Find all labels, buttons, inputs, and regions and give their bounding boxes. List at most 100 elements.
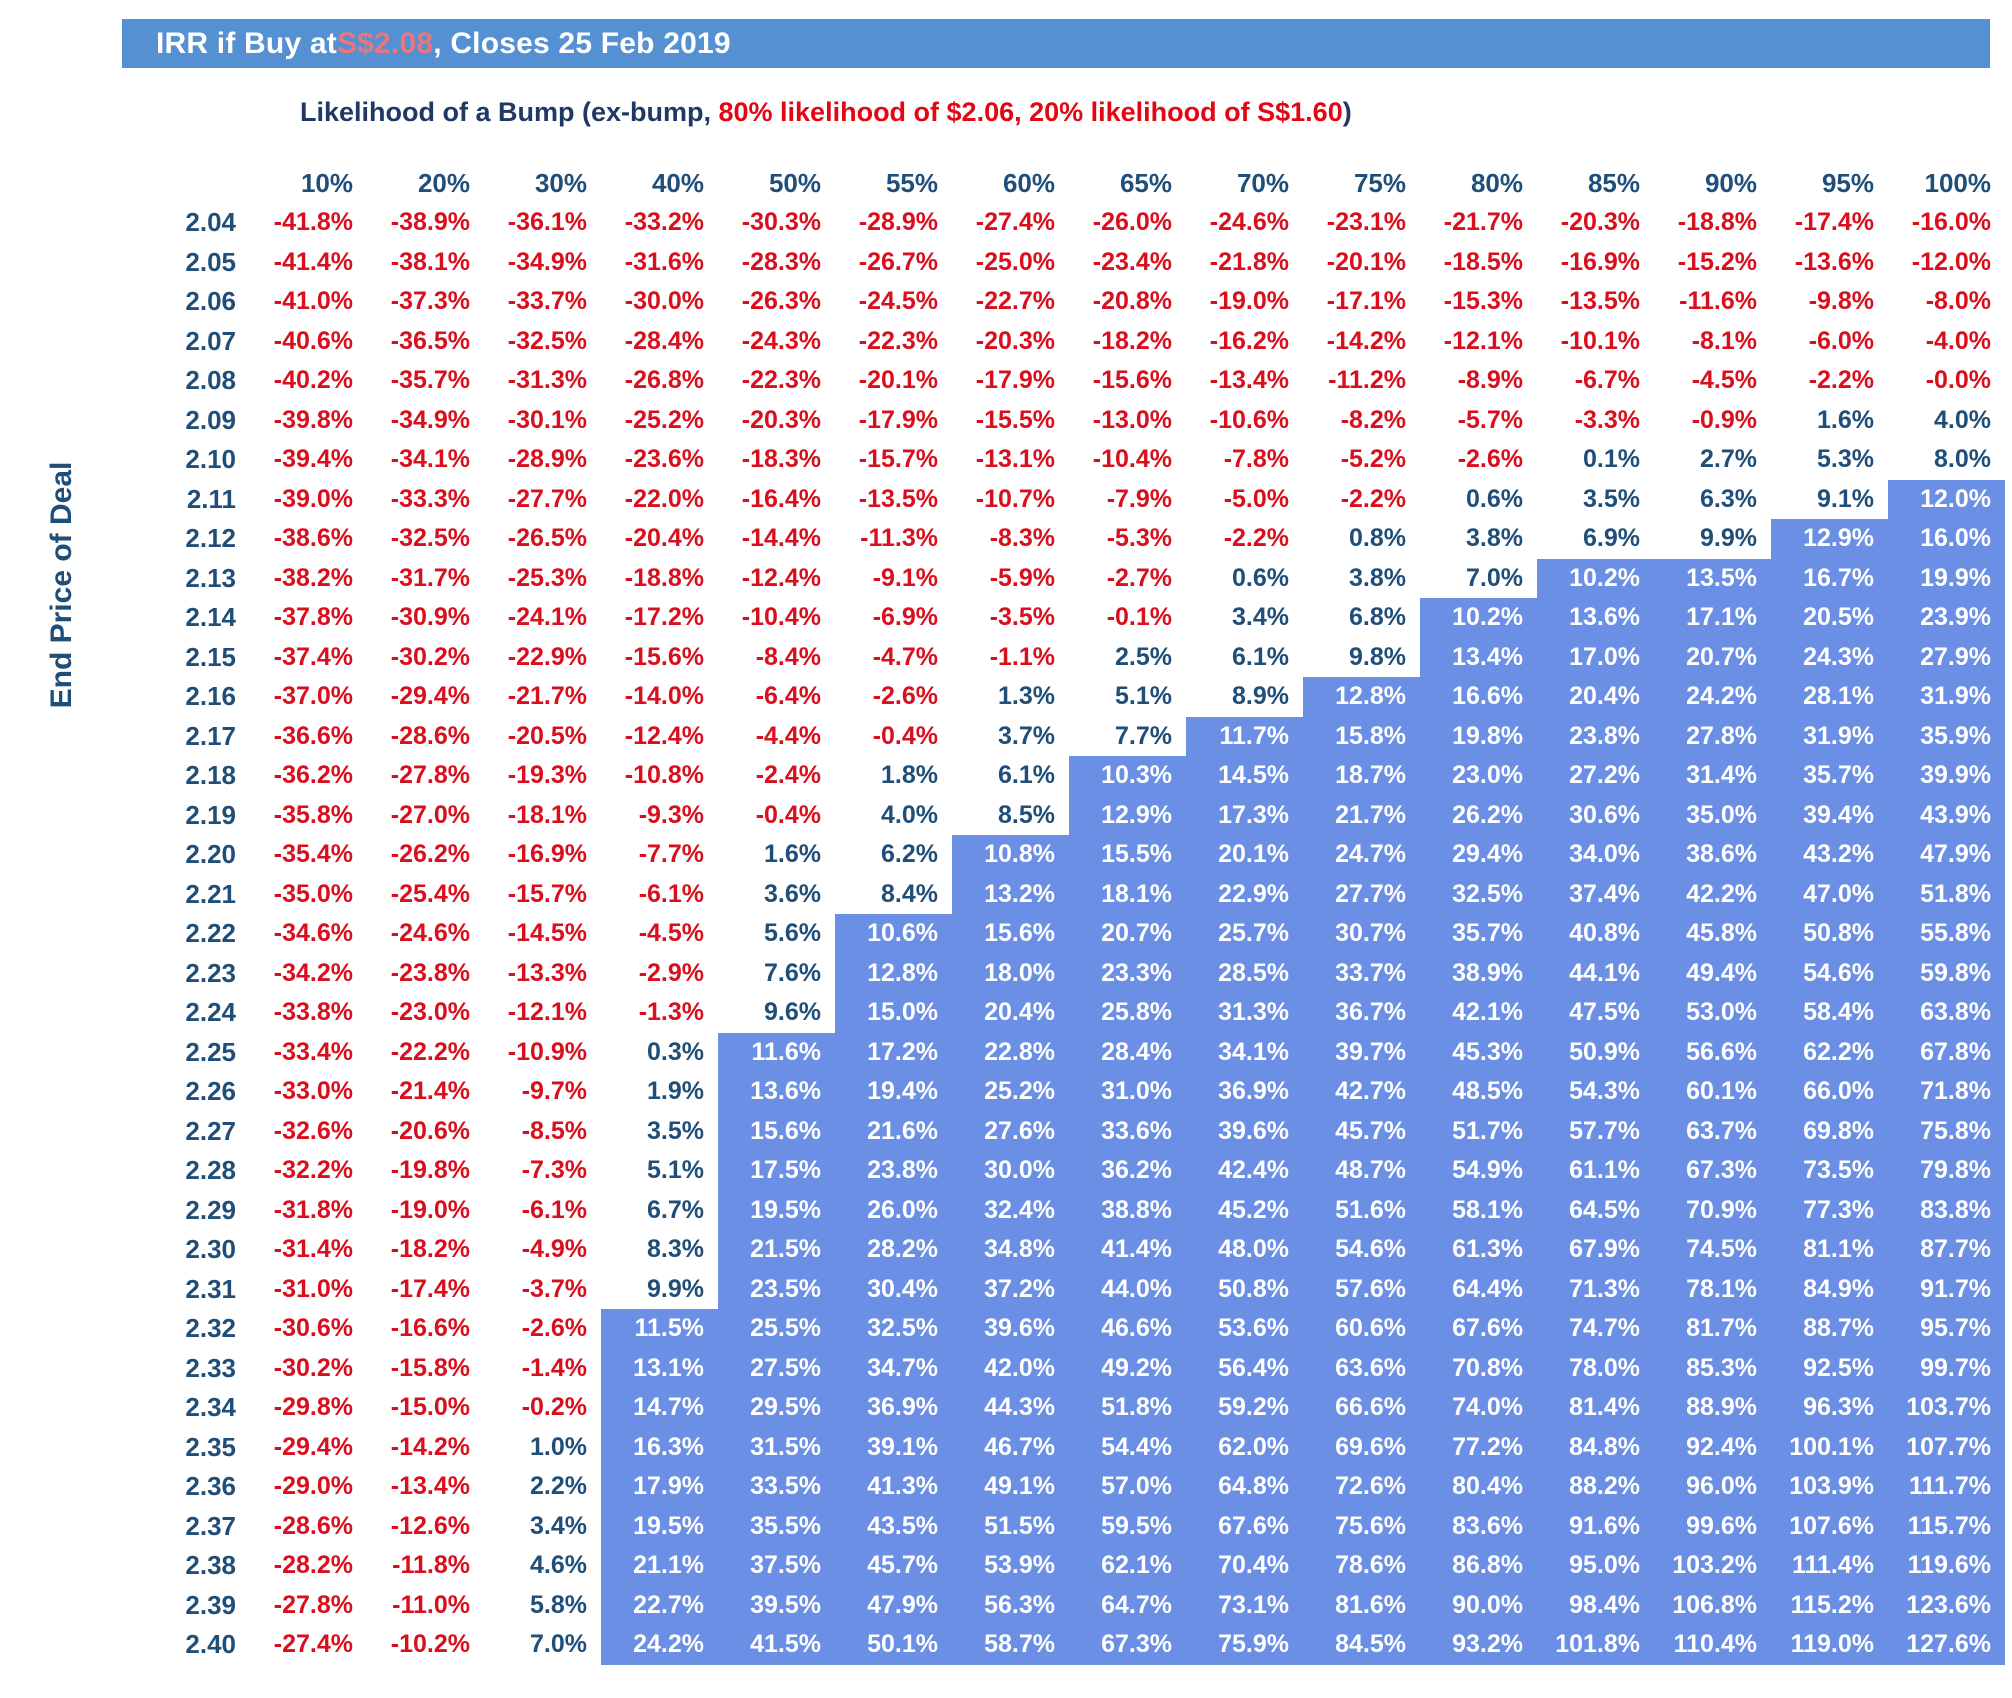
irr-cell: -34.2% bbox=[273, 958, 353, 987]
irr-cell: 39.7% bbox=[1303, 1032, 1420, 1072]
irr-cell: -12.4% bbox=[624, 721, 704, 750]
irr-cell: 30.0% bbox=[952, 1151, 1069, 1191]
irr-cell: 18.7% bbox=[1303, 756, 1420, 796]
irr-cell: 51.7% bbox=[1420, 1111, 1537, 1151]
irr-cell: 6.1% bbox=[1232, 642, 1289, 671]
irr-cell: 1.9% bbox=[647, 1077, 704, 1106]
irr-cell: 0.1% bbox=[1583, 445, 1640, 474]
irr-cell: 21.6% bbox=[835, 1111, 952, 1151]
irr-cell: 16.6% bbox=[1420, 677, 1537, 717]
irr-cell: -37.8% bbox=[273, 603, 353, 632]
irr-cell: -28.9% bbox=[858, 208, 938, 237]
irr-cell: 58.7% bbox=[952, 1625, 1069, 1665]
column-header: 95% bbox=[1821, 167, 1874, 198]
table-row: 2.18 -36.2% -27.8% -19.3% -10.8% -2.4% 1.8% 6.1… bbox=[140, 756, 2005, 796]
irr-cell: 78.1% bbox=[1654, 1269, 1771, 1309]
irr-cell: -31.3% bbox=[507, 366, 587, 395]
irr-cell: -18.5% bbox=[1443, 247, 1523, 276]
irr-cell: 6.3% bbox=[1700, 484, 1757, 513]
irr-cell: 67.3% bbox=[1069, 1625, 1186, 1665]
irr-cell: -22.0% bbox=[624, 484, 704, 513]
irr-cell: -41.4% bbox=[273, 247, 353, 276]
irr-cell: -15.0% bbox=[390, 1393, 470, 1422]
irr-cell: 3.4% bbox=[1232, 603, 1289, 632]
irr-cell: 34.1% bbox=[1186, 1032, 1303, 1072]
irr-cell: 20.7% bbox=[1069, 914, 1186, 954]
irr-cell: 31.4% bbox=[1654, 756, 1771, 796]
irr-cell: -37.0% bbox=[273, 682, 353, 711]
irr-cell: 27.7% bbox=[1303, 874, 1420, 914]
irr-cell: 10.2% bbox=[1537, 558, 1654, 598]
irr-cell: -0.4% bbox=[872, 721, 938, 750]
irr-cell: 92.4% bbox=[1654, 1427, 1771, 1467]
irr-cell: 83.6% bbox=[1420, 1506, 1537, 1546]
irr-cell: 55.8% bbox=[1888, 914, 2005, 954]
irr-cell: 58.4% bbox=[1771, 993, 1888, 1033]
irr-cell: -37.4% bbox=[273, 642, 353, 671]
irr-cell: -2.9% bbox=[638, 958, 704, 987]
irr-cell: 35.7% bbox=[1420, 914, 1537, 954]
irr-cell: 69.8% bbox=[1771, 1111, 1888, 1151]
irr-cell: 23.8% bbox=[835, 1151, 952, 1191]
row-header: 2.06 bbox=[185, 286, 236, 317]
irr-cell: 14.5% bbox=[1186, 756, 1303, 796]
irr-cell: 69.6% bbox=[1303, 1427, 1420, 1467]
irr-cell: -30.9% bbox=[390, 603, 470, 632]
table-row: 2.21 -35.0% -25.4% -15.7% -6.1% 3.6% 8.4% 13.2%… bbox=[140, 874, 2005, 914]
irr-cell: 6.7% bbox=[647, 1195, 704, 1224]
irr-cell: -28.9% bbox=[507, 445, 587, 474]
irr-cell: -7.9% bbox=[1106, 484, 1172, 513]
irr-cell: 84.5% bbox=[1303, 1625, 1420, 1665]
table-row: 2.19 -35.8% -27.0% -18.1% -9.3% -0.4% 4.0% 8.5%… bbox=[140, 795, 2005, 835]
irr-cell: -33.4% bbox=[273, 1037, 353, 1066]
irr-cell: 81.4% bbox=[1537, 1388, 1654, 1428]
irr-cell: 96.0% bbox=[1654, 1467, 1771, 1507]
irr-cell: 58.1% bbox=[1420, 1190, 1537, 1230]
irr-cell: -17.2% bbox=[624, 603, 704, 632]
irr-cell: 31.5% bbox=[718, 1427, 835, 1467]
column-header: 10% bbox=[300, 167, 353, 198]
irr-cell: 25.5% bbox=[718, 1309, 835, 1349]
table-row: 2.29 -31.8% -19.0% -6.1% 6.7% 19.5% 26.0% 32.4%… bbox=[140, 1190, 2005, 1230]
table-row: 2.32 -30.6% -16.6% -2.6% 11.5% 25.5% 32.5% 39.6… bbox=[140, 1309, 2005, 1349]
irr-cell: 5.3% bbox=[1817, 445, 1874, 474]
irr-cell: 8.9% bbox=[1232, 682, 1289, 711]
irr-cell: 107.7% bbox=[1888, 1427, 2005, 1467]
irr-cell: -13.5% bbox=[1560, 287, 1640, 316]
irr-cell: 13.4% bbox=[1420, 637, 1537, 677]
irr-cell: 6.1% bbox=[998, 761, 1055, 790]
irr-cell: 3.7% bbox=[998, 721, 1055, 750]
irr-cell: -4.4% bbox=[755, 721, 821, 750]
row-header: 2.36 bbox=[185, 1471, 236, 1502]
irr-cell: 39.1% bbox=[835, 1427, 952, 1467]
column-header: 55% bbox=[885, 167, 938, 198]
irr-cell: 32.5% bbox=[1420, 874, 1537, 914]
irr-cell: 88.2% bbox=[1537, 1467, 1654, 1507]
irr-cell: 56.3% bbox=[952, 1585, 1069, 1625]
table-row: 2.35 -29.4% -14.2% 1.0% 16.3% 31.5% 39.1% 46.7%… bbox=[140, 1427, 2005, 1467]
irr-cell: 28.2% bbox=[835, 1230, 952, 1270]
irr-cell: 19.9% bbox=[1888, 558, 2005, 598]
irr-cell: 45.3% bbox=[1420, 1032, 1537, 1072]
irr-cell: -34.6% bbox=[273, 919, 353, 948]
table-row: 2.27 -32.6% -20.6% -8.5% 3.5% 15.6% 21.6% 27.6%… bbox=[140, 1111, 2005, 1151]
irr-cell: -22.2% bbox=[390, 1037, 470, 1066]
irr-cell: 43.2% bbox=[1771, 835, 1888, 875]
irr-cell: 63.6% bbox=[1303, 1348, 1420, 1388]
irr-cell: 5.1% bbox=[647, 1156, 704, 1185]
irr-cell: -24.1% bbox=[507, 603, 587, 632]
irr-cell: -4.9% bbox=[521, 1235, 587, 1264]
irr-cell: -33.0% bbox=[273, 1077, 353, 1106]
irr-cell: 17.5% bbox=[718, 1151, 835, 1191]
irr-cell: 7.0% bbox=[1466, 563, 1523, 592]
irr-cell: 115.7% bbox=[1888, 1506, 2005, 1546]
irr-cell: 31.9% bbox=[1771, 716, 1888, 756]
irr-cell: -6.9% bbox=[872, 603, 938, 632]
row-header: 2.10 bbox=[185, 444, 236, 475]
irr-cell: 60.6% bbox=[1303, 1309, 1420, 1349]
row-header: 2.29 bbox=[185, 1194, 236, 1225]
irr-cell: 36.9% bbox=[1186, 1072, 1303, 1112]
row-header: 2.07 bbox=[185, 325, 236, 356]
irr-cell: 115.2% bbox=[1771, 1585, 1888, 1625]
irr-cell: -13.5% bbox=[858, 484, 938, 513]
